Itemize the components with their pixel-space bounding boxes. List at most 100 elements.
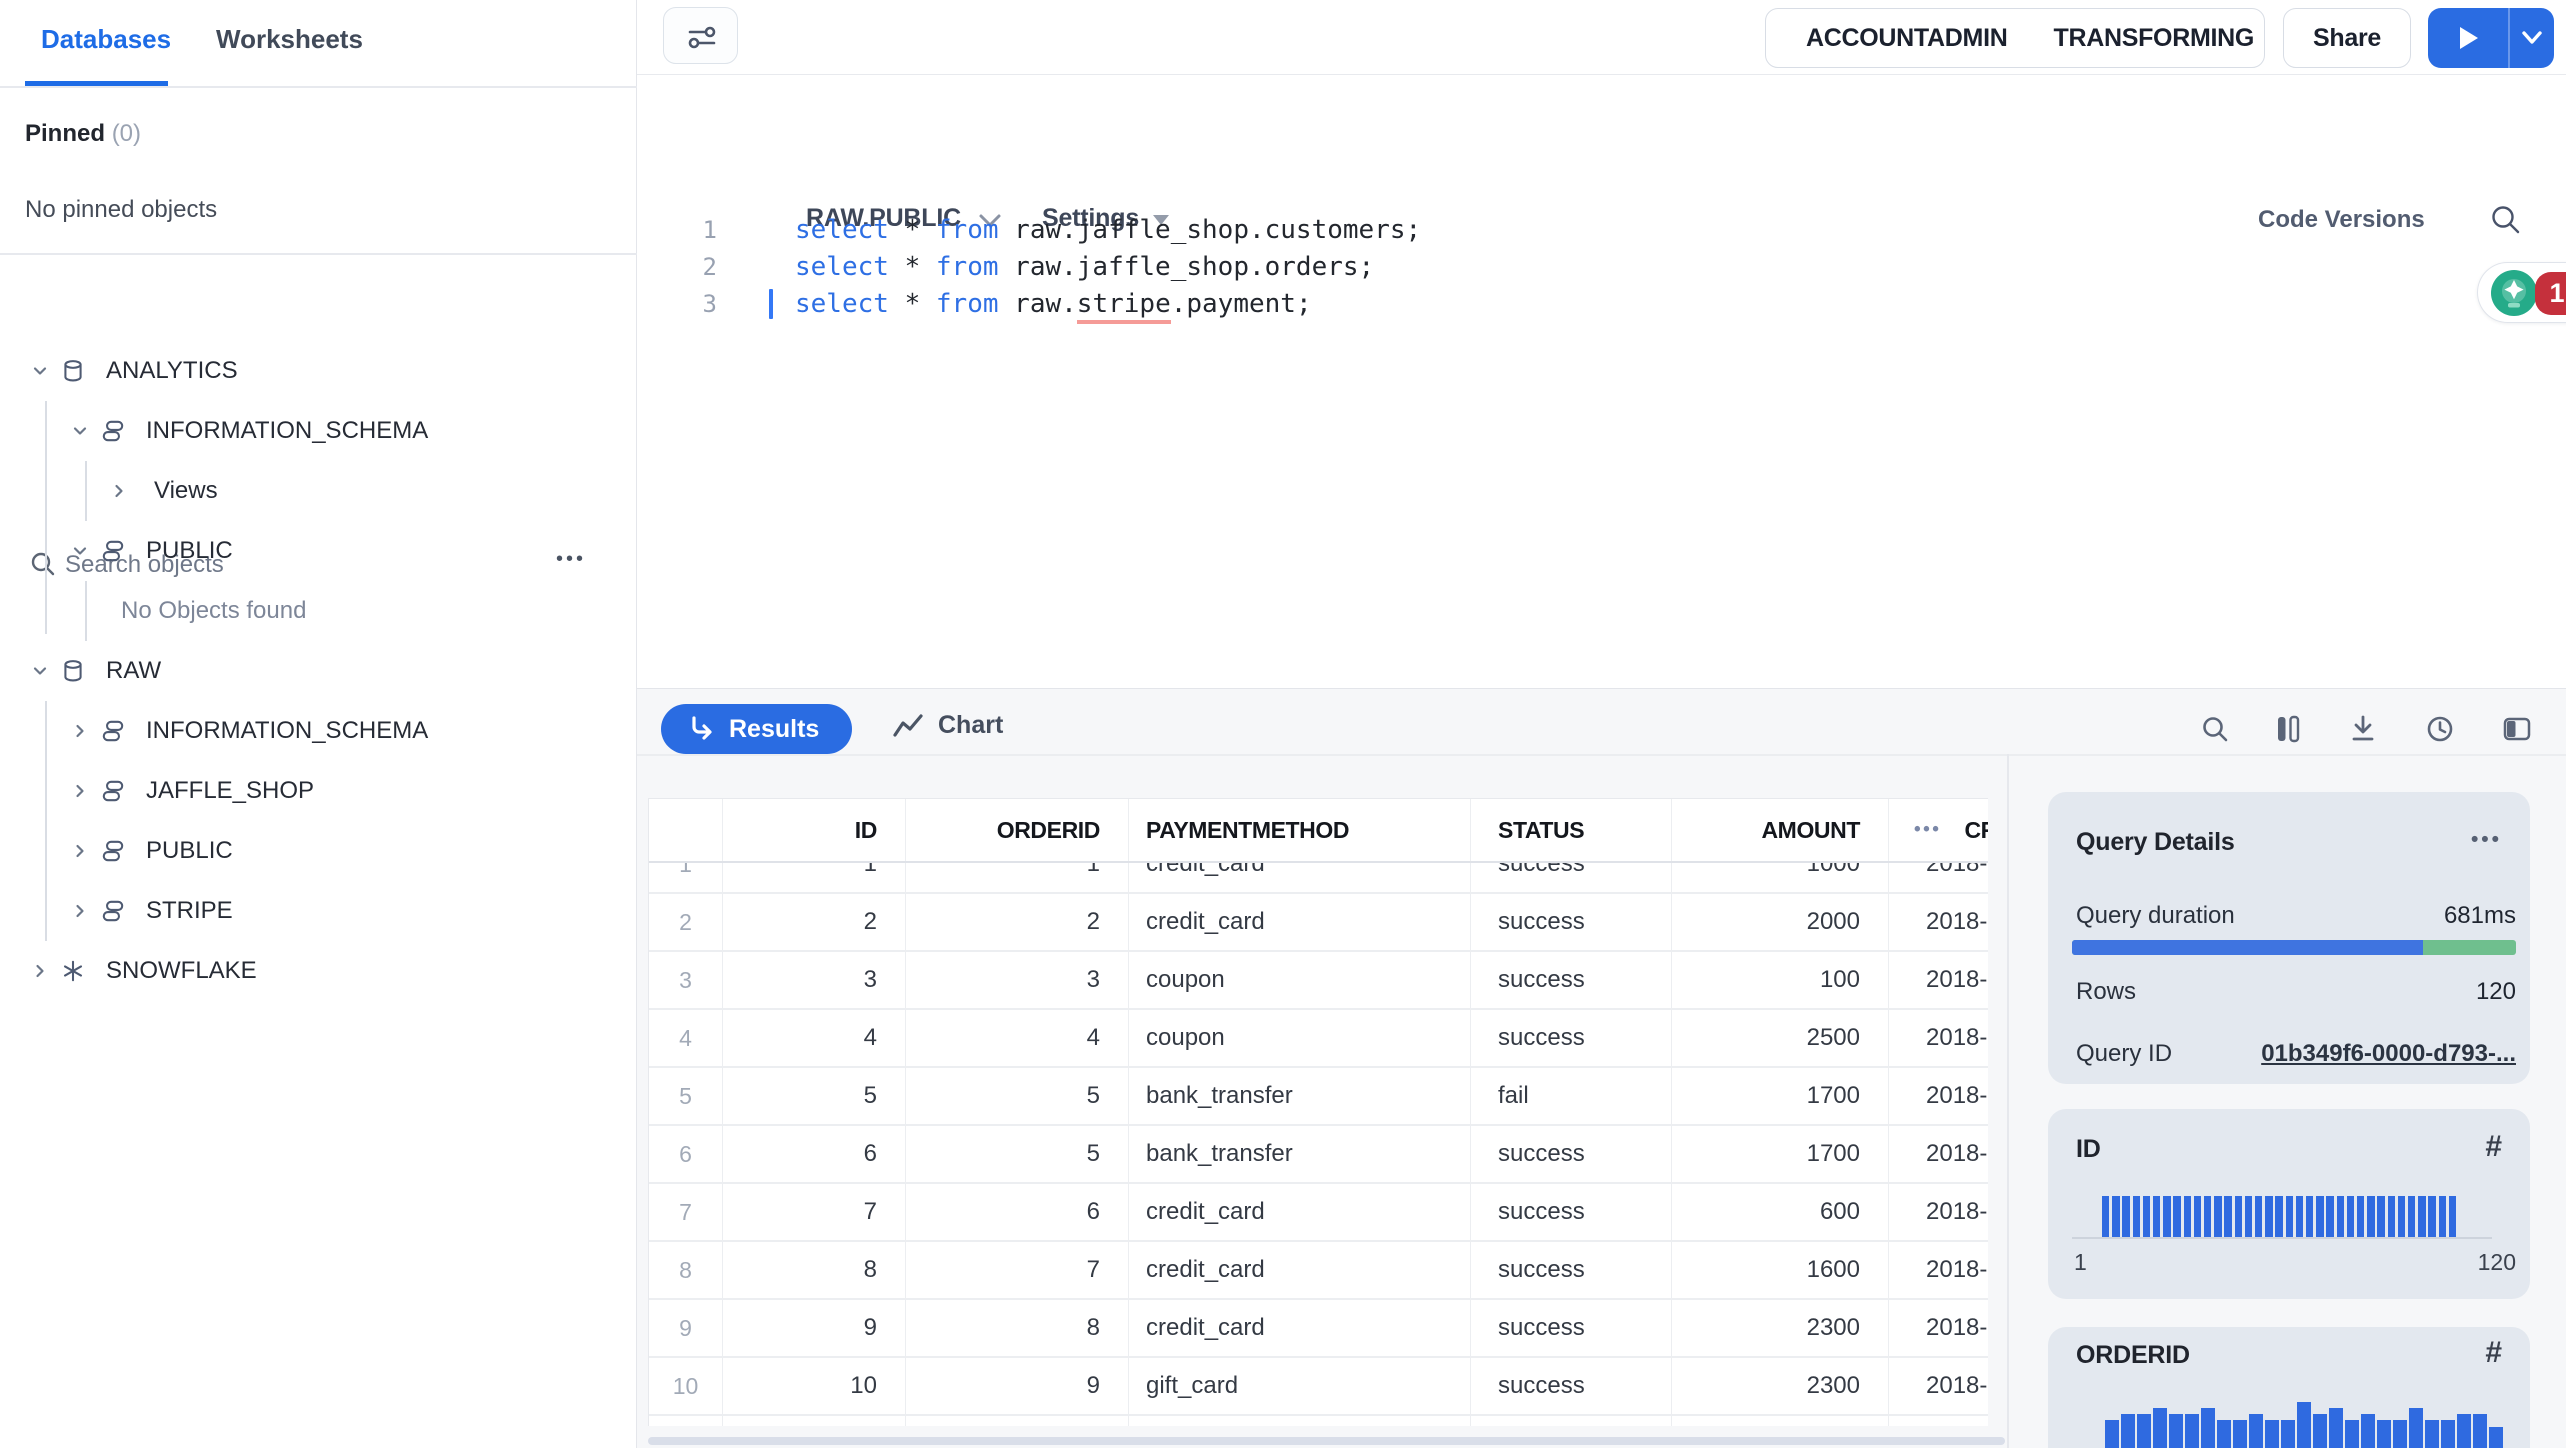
code-token: select — [795, 288, 889, 319]
histogram-bar — [2457, 1414, 2471, 1448]
column-header-amount[interactable]: AMOUNT — [1672, 799, 1889, 861]
column-header-paymentmethod[interactable]: PAYMENTMETHOD — [1129, 799, 1471, 861]
table-row[interactable]: 10 10 9 gift_card success 2300 2018- — [649, 1358, 1988, 1416]
query-details-menu-dots[interactable]: ••• — [2470, 828, 2502, 851]
warehouse-label: TRANSFORMING — [2053, 23, 2255, 52]
tree-item-information-schema[interactable]: INFORMATION_SCHEMA — [0, 701, 637, 761]
table-row[interactable]: 5 5 5 bank_transfer fail 1700 2018- — [649, 1068, 1988, 1126]
query-filters-button[interactable] — [663, 7, 738, 64]
column-header-rownum[interactable] — [649, 799, 723, 861]
tree-item-label: PUBLIC — [146, 837, 233, 864]
code-versions-link[interactable]: Code Versions — [2258, 206, 2425, 233]
code-line[interactable]: 2 select * from raw.jaffle_shop.orders; — [637, 248, 1421, 285]
tree-item-views[interactable]: Views — [0, 461, 637, 521]
schema-icon — [100, 418, 126, 444]
pane-divider — [2007, 754, 2009, 1448]
chevron-right-icon[interactable] — [70, 721, 90, 741]
tree-item-no-objects-found[interactable]: No Objects found — [0, 581, 637, 641]
run-options-button[interactable] — [2510, 8, 2555, 68]
table-row[interactable]: 6 6 5 bank_transfer success 1700 2018- — [649, 1126, 1988, 1184]
results-tab[interactable]: Results — [661, 704, 852, 754]
code-token: raw. — [998, 288, 1077, 319]
tab-databases[interactable]: Databases — [41, 24, 172, 54]
code-token: raw.jaffle_shop.orders; — [998, 251, 1375, 282]
settings-dropdown[interactable]: Settings — [1042, 204, 1170, 233]
rows-label: Rows — [2076, 978, 2137, 1005]
chevron-right-icon[interactable] — [109, 481, 129, 501]
chevron-right-icon[interactable] — [30, 961, 50, 981]
chevron-down-icon[interactable] — [70, 421, 90, 441]
chart-tab[interactable]: Chart — [892, 711, 1003, 740]
search-objects-input[interactable]: Search objects ••• — [0, 268, 637, 578]
tree-item-information-schema[interactable]: INFORMATION_SCHEMA — [0, 401, 637, 461]
column-header-id[interactable]: ID — [723, 799, 906, 861]
run-button[interactable] — [2428, 8, 2508, 68]
download-icon[interactable] — [2348, 714, 2378, 744]
share-button[interactable]: Share — [2283, 8, 2411, 68]
database-schema-selector[interactable]: RAW.PUBLIC — [806, 204, 1003, 233]
table-cell: 2018- — [1889, 1300, 1988, 1356]
histogram-bar — [2204, 1196, 2212, 1237]
results-search-icon[interactable] — [2200, 714, 2230, 744]
role-warehouse-selector[interactable]: ACCOUNTADMIN TRANSFORMING — [1765, 8, 2265, 68]
chevron-right-icon[interactable] — [70, 781, 90, 801]
tree-item-public[interactable]: PUBLIC — [0, 521, 637, 581]
column-header-orderid[interactable]: ORDERID — [906, 799, 1129, 861]
table-row[interactable]: 9 9 8 credit_card success 2300 2018- — [649, 1300, 1988, 1358]
query-id-link[interactable]: 01b349f6-0000-d793-... — [2261, 1040, 2516, 1067]
chevron-down-icon[interactable] — [30, 661, 50, 681]
table-cell: coupon — [1129, 1010, 1471, 1066]
tree-item-label: SNOWFLAKE — [106, 957, 257, 984]
tree-item-jaffle-shop[interactable]: JAFFLE_SHOP — [0, 761, 637, 821]
histogram-bar — [2313, 1414, 2327, 1448]
duration-value: 681ms — [2443, 902, 2516, 929]
assistant-widget[interactable]: 1 — [2477, 262, 2566, 323]
table-cell: 2 — [723, 894, 906, 950]
histogram-bar — [2255, 1196, 2263, 1237]
chevron-down-icon[interactable] — [70, 541, 90, 561]
tree-indent-guide — [45, 401, 47, 634]
id-axis-min: 1 — [2074, 1249, 2087, 1275]
chevron-right-icon[interactable] — [70, 841, 90, 861]
chevron-down-icon[interactable] — [30, 361, 50, 381]
tab-worksheets[interactable]: Worksheets — [216, 24, 363, 54]
query-history-icon[interactable] — [2425, 714, 2455, 744]
table-row[interactable]: 4 4 4 coupon success 2500 2018- — [649, 1010, 1988, 1068]
column-header-label: ORDERID — [996, 816, 1101, 843]
column-header-created[interactable]: ••• CREATED — [1889, 799, 1988, 861]
column-header-status[interactable]: STATUS — [1471, 799, 1672, 861]
table-cell: credit_card — [1129, 1242, 1471, 1298]
tree-item-snowflake[interactable]: SNOWFLAKE — [0, 941, 637, 1001]
tree-item-stripe[interactable]: STRIPE — [0, 881, 637, 941]
code-token: select — [795, 251, 889, 282]
table-row[interactable]: 7 7 6 credit_card success 600 2018- — [649, 1184, 1988, 1242]
tree-item-public[interactable]: PUBLIC — [0, 821, 637, 881]
tree-item-raw[interactable]: RAW — [0, 641, 637, 701]
search-options-dots[interactable]: ••• — [556, 548, 587, 570]
code-line[interactable]: 3 select * from raw.stripe.payment; — [637, 285, 1421, 324]
histogram-bar — [2428, 1196, 2436, 1237]
chevron-right-icon[interactable] — [70, 901, 90, 921]
numeric-column-icon[interactable]: # — [2485, 1130, 2502, 1163]
split-view-icon[interactable] — [2502, 714, 2532, 744]
code-line[interactable]: 1 select * from raw.jaffle_shop.customers… — [637, 211, 1422, 248]
line-code: select * from raw.jaffle_shop.orders; — [795, 252, 1374, 282]
horizontal-scrollbar[interactable] — [648, 1437, 2005, 1445]
table-row[interactable]: 3 3 3 coupon success 100 2018- — [649, 952, 1988, 1010]
code-area[interactable]: 1 select * from raw.jaffle_shop.customers… — [637, 211, 1422, 324]
table-row[interactable]: 8 8 7 credit_card success 1600 2018- — [649, 1242, 1988, 1300]
histogram-bar — [2217, 1420, 2231, 1448]
table-header-row: ID ORDERID PAYMENTMETHOD STATUS AMOUNT ••• CRE… — [649, 798, 1988, 863]
table-cell: 2 — [649, 894, 723, 950]
editor-search-icon[interactable] — [2489, 203, 2523, 237]
table-cell: bank_transfer — [1129, 1126, 1471, 1182]
histogram-bar — [2105, 1420, 2119, 1448]
table-cell: 9 — [906, 1358, 1129, 1414]
duration-progress-bar — [2072, 940, 2516, 955]
column-menu-dots[interactable]: ••• — [1914, 819, 1942, 840]
table-row[interactable] — [649, 1416, 1988, 1426]
tree-item-analytics[interactable]: ANALYTICS — [0, 341, 637, 401]
table-row[interactable]: 2 2 2 credit_card success 2000 2018- — [649, 894, 1988, 952]
numeric-column-icon[interactable]: # — [2485, 1336, 2502, 1369]
column-visibility-icon[interactable] — [2273, 714, 2303, 744]
